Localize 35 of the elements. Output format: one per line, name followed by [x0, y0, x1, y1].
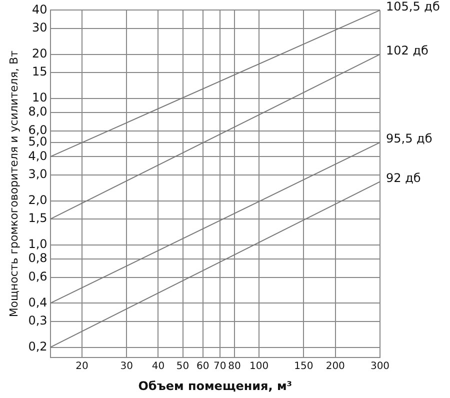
- series-label: 95,5 дб: [386, 132, 432, 146]
- y-tick-label: 6,0: [28, 123, 48, 138]
- y-tick-label: 0,4: [28, 295, 48, 310]
- y-tick-label: 15: [32, 64, 48, 79]
- x-tick-label: 100: [250, 361, 269, 372]
- y-tick-label: 1,0: [28, 237, 48, 251]
- x-tick-label: 80: [228, 361, 241, 372]
- x-tick-label: 150: [294, 361, 314, 372]
- y-tick-label: 4,0: [28, 148, 48, 163]
- y-tick-label: 0,2: [28, 339, 48, 354]
- x-tick-label: 60: [196, 361, 210, 372]
- x-tick-label: 20: [76, 361, 88, 372]
- y-tick-label: 0,6: [28, 269, 48, 284]
- y-tick-label: 10: [32, 90, 48, 105]
- y-tick-label: 20: [32, 46, 48, 60]
- y-tick-label: 3,0: [28, 167, 48, 182]
- x-tick-label: 200: [326, 361, 345, 372]
- x-tick-label: 70: [213, 361, 226, 372]
- x-tick-label: 40: [152, 361, 165, 372]
- x-tick-label: 300: [370, 361, 390, 372]
- y-tick-label: 1,5: [28, 211, 48, 226]
- y-tick-label: 2,0: [28, 192, 48, 207]
- x-tick-label: 50: [176, 361, 190, 372]
- x-tick-label: 30: [120, 361, 133, 372]
- series-label: 92 дб: [386, 170, 421, 185]
- y-tick-label: 5,0: [28, 134, 48, 149]
- y-tick-label: 0,8: [28, 251, 48, 266]
- y-axis-title: Мощность громкоговорителя и усилителя, Вт: [7, 50, 20, 318]
- x-axis-title: Объем помещения, м³: [138, 378, 292, 393]
- y-tick-label: 40: [32, 2, 48, 16]
- y-tick-label: 8,0: [28, 104, 48, 119]
- y-tick-label: 0,3: [28, 314, 48, 328]
- series-label: 105,5 дб: [386, 0, 440, 14]
- series-label: 102 дб: [386, 43, 428, 58]
- y-tick-label: 30: [32, 20, 48, 35]
